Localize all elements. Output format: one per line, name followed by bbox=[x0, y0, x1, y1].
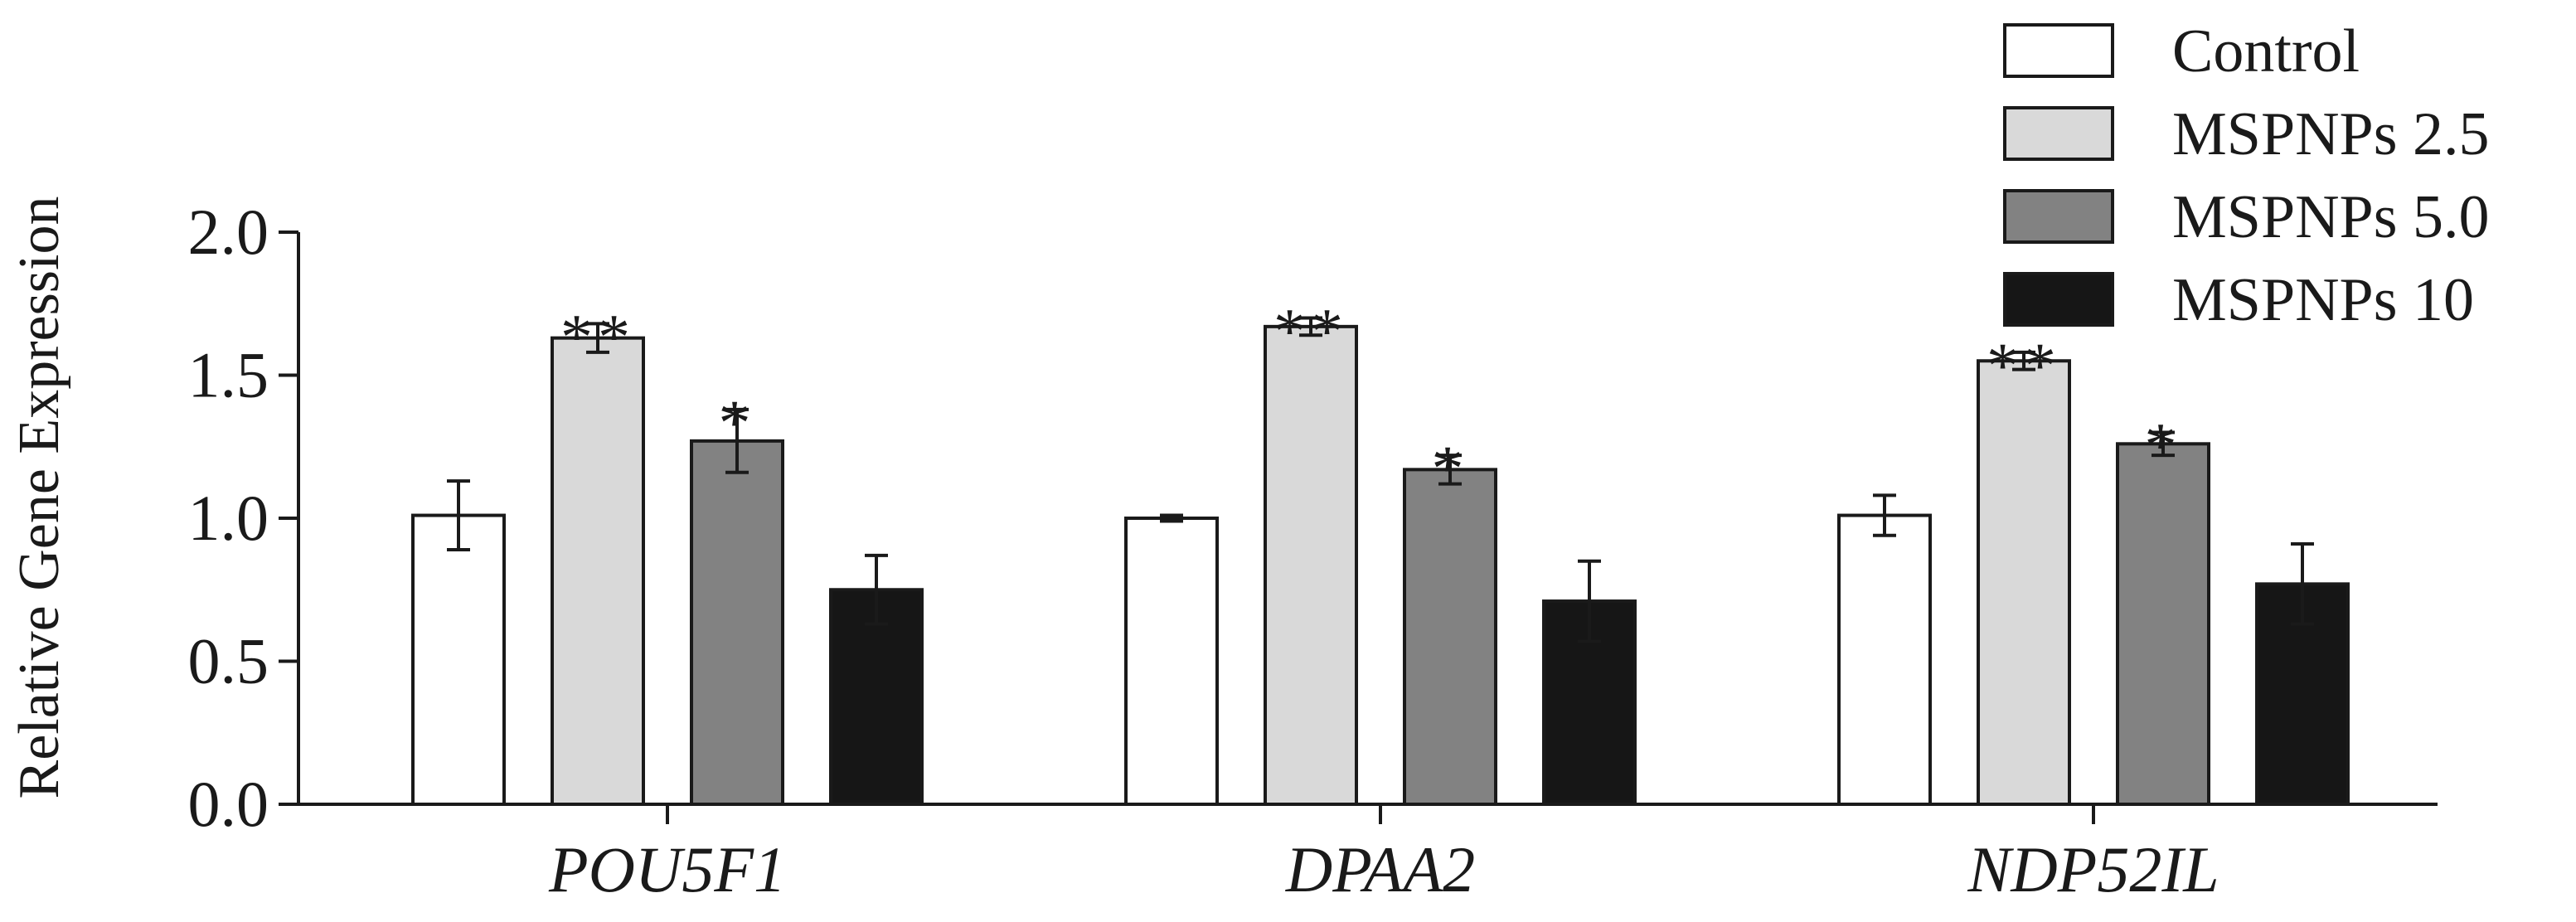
x-category-label: DPAA2 bbox=[1285, 833, 1475, 905]
x-axis: POU5F1 DPAA2 NDP52IL bbox=[298, 803, 2438, 905]
x-category-label: POU5F1 bbox=[548, 833, 786, 905]
bar bbox=[411, 513, 506, 806]
legend-swatch bbox=[2003, 23, 2114, 78]
y-tick-label: 2.0 bbox=[188, 196, 269, 268]
significance-label: ** bbox=[1273, 295, 1348, 367]
bar bbox=[1837, 513, 1932, 806]
legend: Control MSPNPs 2.5 MSPNPs 5.0 MSPNPs 10 bbox=[2003, 17, 2490, 334]
bar bbox=[1977, 359, 2071, 806]
bar bbox=[690, 439, 784, 806]
significance-label: ** bbox=[560, 300, 635, 372]
y-tick-label: 0.0 bbox=[188, 768, 269, 840]
bar bbox=[1124, 517, 1219, 806]
x-category-label: NDP52IL bbox=[1967, 833, 2219, 905]
legend-swatch bbox=[2003, 106, 2114, 161]
legend-swatch bbox=[2003, 189, 2114, 244]
bar-series-group: ********* bbox=[411, 295, 2350, 807]
bar bbox=[551, 336, 645, 806]
y-axis-title: Relative Gene Expression bbox=[7, 196, 71, 798]
legend-label: MSPNPs 10 bbox=[2172, 266, 2474, 334]
significance-label: * bbox=[719, 386, 756, 459]
y-tick-label: 0.5 bbox=[188, 625, 269, 697]
legend-label: MSPNPs 2.5 bbox=[2172, 100, 2490, 168]
bar bbox=[1264, 324, 1358, 807]
bar bbox=[2116, 442, 2210, 806]
significance-label: * bbox=[1432, 432, 1469, 504]
legend-label: MSPNPs 5.0 bbox=[2172, 183, 2490, 251]
legend-label: Control bbox=[2172, 17, 2360, 85]
significance-label: ** bbox=[1987, 329, 2061, 401]
y-tick-label: 1.0 bbox=[188, 482, 269, 554]
significance-label: * bbox=[2145, 410, 2182, 482]
legend-swatch bbox=[2003, 272, 2114, 327]
y-tick-label: 1.5 bbox=[188, 339, 269, 411]
bar bbox=[1403, 468, 1497, 806]
y-axis: 0.0 0.5 1.0 1.5 2.0 bbox=[188, 196, 300, 840]
